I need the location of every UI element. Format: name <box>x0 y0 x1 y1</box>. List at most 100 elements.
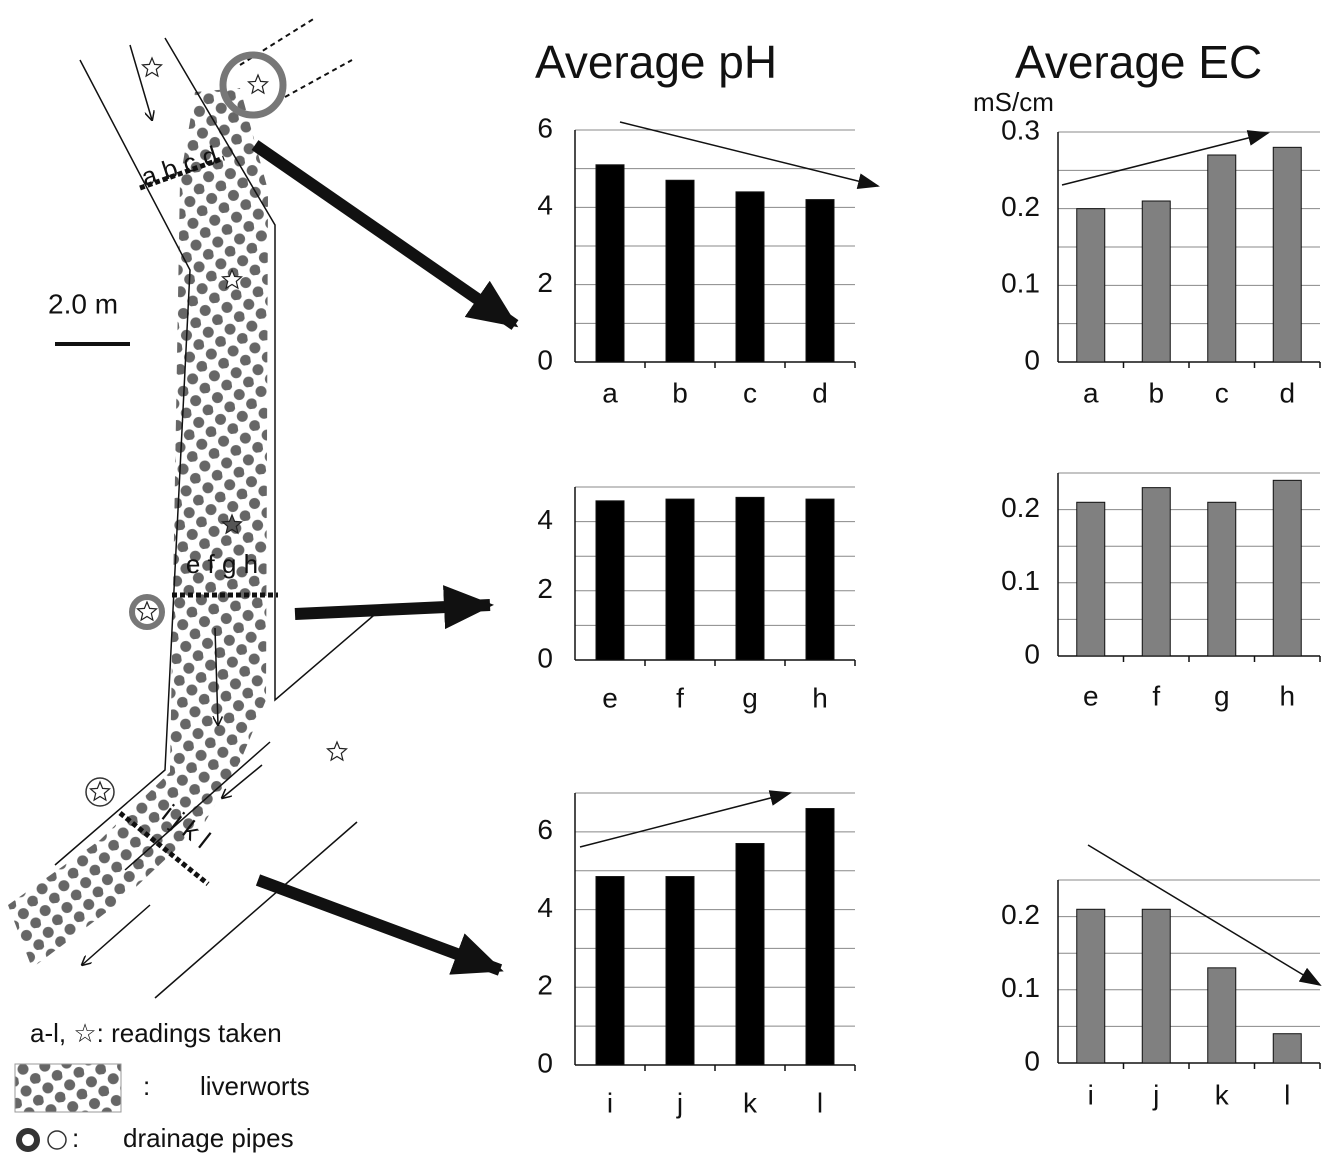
y-tick-label: 4 <box>537 504 553 535</box>
x-tick-label: c <box>1215 377 1229 408</box>
y-tick-label: 0.2 <box>1001 899 1040 930</box>
y-tick-label: 4 <box>537 190 553 221</box>
y-tick-label: 0 <box>537 642 553 673</box>
section-label: e f g h <box>186 549 258 579</box>
bar <box>666 877 694 1065</box>
pipe-line <box>285 60 352 97</box>
y-tick-label: 2 <box>537 573 553 604</box>
figure: a b c d e f g h i j k l 2.0 m a-l, ☆: re… <box>0 0 1322 1155</box>
x-tick-label: d <box>1279 377 1295 408</box>
column-title: Average pH <box>535 36 777 88</box>
x-tick-label: e <box>1083 680 1099 711</box>
y-tick-label: 0.1 <box>1001 972 1040 1003</box>
y-tick-label: 2 <box>537 970 553 1001</box>
x-tick-label: g <box>742 682 758 713</box>
legend-swatch <box>19 1131 37 1149</box>
x-tick-label: e <box>602 682 618 713</box>
star <box>249 75 268 93</box>
x-tick-label: c <box>743 377 757 408</box>
trend-arrow <box>1062 133 1268 185</box>
y-tick-label: 2 <box>537 267 553 298</box>
y-tick-label: 0 <box>1024 344 1040 375</box>
y-tick-label: 0 <box>1024 638 1040 669</box>
legend-text: drainage pipes <box>123 1123 294 1153</box>
x-tick-label: i <box>1088 1079 1094 1110</box>
y-tick-label: 4 <box>537 892 553 923</box>
bar <box>736 192 764 362</box>
legend-text: liverworts <box>200 1071 310 1101</box>
scale-label: 2.0 m <box>48 288 118 319</box>
x-tick-label: j <box>676 1087 683 1118</box>
x-tick-label: a <box>1083 377 1099 408</box>
bar <box>1077 209 1105 362</box>
unit-label: mS/cm <box>973 87 1054 117</box>
link-arrow <box>258 880 500 970</box>
page: a b c d e f g h i j k l 2.0 m a-l, ☆: re… <box>0 0 1322 1155</box>
x-tick-label: l <box>1284 1079 1290 1110</box>
bar <box>596 501 624 660</box>
y-tick-label: 0 <box>537 1047 553 1078</box>
y-tick-label: 0 <box>537 344 553 375</box>
bar <box>1208 968 1236 1063</box>
bar <box>1142 201 1170 362</box>
x-tick-label: i <box>607 1087 613 1118</box>
y-tick-label: 0.3 <box>1001 114 1040 145</box>
star <box>138 602 157 620</box>
bar <box>1142 909 1170 1063</box>
bar <box>596 165 624 362</box>
bar <box>666 180 694 362</box>
bar <box>666 499 694 660</box>
bar <box>736 844 764 1065</box>
y-tick-label: 0.1 <box>1001 565 1040 596</box>
charts: 0 2 4 6 a b c d 0 0.1 0.2 0.3 a b c d 0 2 4 e f g h 0 0.1 0.2 e f g h… <box>537 112 1320 1118</box>
bar <box>1273 147 1301 362</box>
bar <box>1142 488 1170 656</box>
legend-text: : <box>143 1071 150 1101</box>
trend-arrow <box>580 793 790 847</box>
y-tick-label: 0 <box>1024 1045 1040 1076</box>
legend-swatch <box>48 1131 66 1149</box>
bar <box>1077 909 1105 1063</box>
y-tick-label: 6 <box>537 814 553 845</box>
legend-text: : <box>72 1123 79 1153</box>
link-arrow <box>255 145 515 325</box>
flow-arrow <box>130 45 152 120</box>
x-tick-label: f <box>676 682 684 713</box>
trend-arrow <box>1088 845 1320 985</box>
x-tick-label: h <box>1279 680 1295 711</box>
x-tick-label: g <box>1214 680 1230 711</box>
legend-swatch <box>15 1064 121 1112</box>
bar <box>806 499 834 660</box>
bar <box>736 497 764 660</box>
x-tick-label: b <box>1148 377 1164 408</box>
bar <box>1208 155 1236 362</box>
x-tick-label: b <box>672 377 688 408</box>
link-arrow <box>295 605 490 614</box>
x-tick-label: h <box>812 682 828 713</box>
bar <box>1077 502 1105 656</box>
star <box>143 58 162 76</box>
star <box>328 742 347 760</box>
y-tick-label: 0.2 <box>1001 191 1040 222</box>
bar <box>1273 480 1301 656</box>
map: a b c d e f g h i j k l 2.0 m a-l, ☆: re… <box>8 18 515 1153</box>
x-tick-label: k <box>1215 1079 1230 1110</box>
bar <box>596 877 624 1065</box>
y-tick-label: 0.2 <box>1001 492 1040 523</box>
y-tick-label: 6 <box>537 112 553 143</box>
bar <box>806 200 834 362</box>
x-tick-label: j <box>1152 1079 1159 1110</box>
bar <box>1273 1034 1301 1063</box>
x-tick-label: f <box>1152 680 1160 711</box>
y-tick-label: 0.1 <box>1001 268 1040 299</box>
x-tick-label: l <box>817 1087 823 1118</box>
star <box>91 782 110 800</box>
bar <box>1208 502 1236 656</box>
column-title: Average EC <box>1015 36 1262 88</box>
bar <box>806 809 834 1065</box>
x-tick-label: d <box>812 377 828 408</box>
x-tick-label: a <box>602 377 618 408</box>
x-tick-label: k <box>743 1087 758 1118</box>
trend-arrow <box>620 122 878 186</box>
legend-text: a-l, ☆: readings taken <box>30 1018 282 1048</box>
